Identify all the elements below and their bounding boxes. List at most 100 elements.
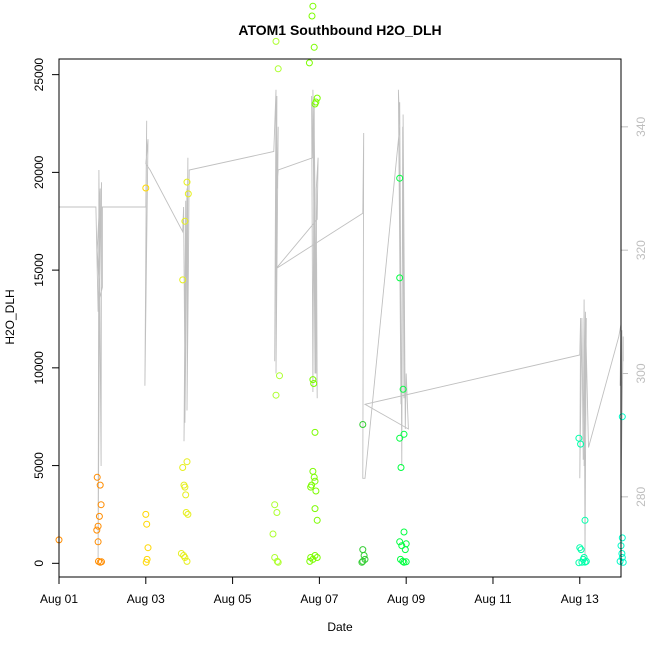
altitude-line — [59, 89, 624, 559]
data-point — [143, 520, 151, 528]
y-tick-label: 5000 — [32, 452, 46, 479]
data-point — [309, 376, 317, 384]
data-point — [396, 274, 404, 282]
data-point — [313, 554, 321, 561]
data-point — [276, 372, 283, 380]
data-point — [577, 440, 585, 448]
data-point — [400, 528, 408, 536]
data-point — [402, 540, 410, 548]
data-point — [310, 380, 318, 387]
data-point — [182, 509, 190, 516]
y2-tick-label: 280 — [634, 487, 648, 507]
data-point — [271, 501, 279, 509]
y2-tick-label: 340 — [634, 117, 648, 137]
data-point — [618, 534, 626, 542]
data-point — [274, 65, 282, 73]
x-tick-label: Aug 03 — [127, 592, 165, 606]
data-point — [142, 184, 150, 192]
data-point — [183, 178, 191, 186]
x-tick-label: Aug 07 — [300, 592, 338, 606]
y-tick-label: 10000 — [32, 351, 46, 385]
data-point — [307, 483, 315, 491]
data-point — [311, 505, 319, 513]
data-point — [619, 558, 627, 566]
data-point — [399, 557, 407, 565]
data-point — [96, 481, 104, 489]
data-point — [305, 59, 313, 67]
data-point — [306, 557, 314, 565]
data-point — [581, 558, 589, 566]
data-point — [181, 217, 189, 225]
data-point — [616, 557, 624, 565]
data-point — [274, 558, 282, 566]
chart-title: ATOM1 Southbound H2O_DLH — [238, 22, 441, 38]
secondary-line-layer — [59, 89, 624, 559]
data-point — [400, 430, 408, 438]
data-point — [396, 174, 404, 182]
data-point — [179, 276, 187, 284]
x-tick-label: Aug 09 — [387, 592, 425, 606]
y2-tick-label: 320 — [634, 240, 648, 260]
data-point — [618, 413, 626, 421]
data-point — [310, 43, 318, 51]
data-point — [312, 487, 320, 495]
data-point — [311, 100, 319, 108]
data-point — [309, 2, 317, 10]
x-tick-label: Aug 13 — [561, 592, 599, 606]
y-tick-label: 20000 — [32, 155, 46, 189]
x-tick-label: Aug 11 — [474, 592, 511, 606]
data-point — [618, 550, 626, 557]
scatter-points-layer — [55, 2, 627, 567]
data-point — [93, 473, 101, 481]
data-point — [183, 557, 191, 565]
y-tick-label: 15000 — [32, 253, 46, 287]
data-point — [311, 477, 319, 485]
data-point — [273, 509, 281, 516]
data-point — [581, 516, 589, 524]
data-point — [272, 391, 280, 399]
data-point — [272, 37, 280, 45]
x-tick-label: Aug 01 — [40, 592, 78, 606]
y2-tick-label: 300 — [634, 363, 648, 383]
data-point — [93, 526, 101, 534]
data-point — [359, 557, 367, 565]
data-point — [94, 522, 102, 530]
data-point — [182, 491, 190, 499]
data-point — [396, 538, 404, 546]
data-point — [397, 464, 405, 471]
data-point — [143, 555, 151, 563]
data-point — [142, 510, 150, 518]
x-tick-label: Aug 05 — [214, 592, 252, 606]
data-point — [177, 550, 185, 557]
data-point — [310, 473, 318, 481]
data-point — [578, 558, 586, 566]
data-point — [402, 558, 410, 566]
data-point — [576, 544, 584, 552]
data-point — [311, 428, 319, 436]
y-tick-label: 25000 — [32, 58, 46, 92]
data-point — [311, 552, 319, 559]
data-point — [95, 512, 103, 520]
data-point — [399, 385, 407, 393]
data-point — [144, 544, 152, 552]
data-point — [359, 421, 367, 428]
data-point — [181, 554, 189, 561]
data-point — [98, 558, 105, 566]
x-axis-label: Date — [327, 620, 353, 634]
data-point — [184, 190, 192, 198]
data-point — [94, 538, 102, 546]
data-point — [313, 94, 321, 102]
data-point — [358, 558, 366, 566]
data-point — [273, 557, 281, 565]
data-point — [183, 458, 191, 466]
data-point — [179, 464, 187, 471]
data-point — [618, 554, 626, 561]
data-point — [269, 530, 277, 538]
y-axis-label: H2O_DLH — [3, 289, 17, 344]
data-point — [313, 516, 321, 524]
data-point — [180, 552, 188, 559]
plot-frame — [58, 58, 622, 578]
data-point — [398, 542, 406, 550]
